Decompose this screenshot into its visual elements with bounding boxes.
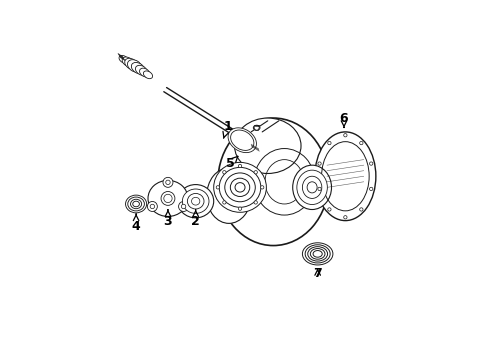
Circle shape xyxy=(238,207,242,210)
Ellipse shape xyxy=(228,128,256,153)
Ellipse shape xyxy=(131,62,145,74)
Circle shape xyxy=(164,194,172,203)
Ellipse shape xyxy=(310,248,325,259)
Ellipse shape xyxy=(297,170,327,204)
Text: 2: 2 xyxy=(191,210,200,229)
Circle shape xyxy=(369,162,373,165)
Ellipse shape xyxy=(133,201,140,207)
Circle shape xyxy=(328,141,331,145)
Ellipse shape xyxy=(148,180,188,216)
Text: 5: 5 xyxy=(226,156,238,170)
Ellipse shape xyxy=(307,182,317,193)
Circle shape xyxy=(360,141,363,145)
Ellipse shape xyxy=(122,57,133,67)
Ellipse shape xyxy=(178,185,214,218)
Ellipse shape xyxy=(235,183,245,192)
Circle shape xyxy=(343,134,347,137)
Circle shape xyxy=(216,186,220,189)
Circle shape xyxy=(178,202,189,211)
Circle shape xyxy=(161,192,175,205)
Circle shape xyxy=(328,208,331,211)
Ellipse shape xyxy=(144,71,152,79)
Circle shape xyxy=(261,186,264,189)
Ellipse shape xyxy=(236,134,249,146)
Ellipse shape xyxy=(214,162,267,212)
Ellipse shape xyxy=(207,168,251,223)
Circle shape xyxy=(343,216,347,219)
Text: 6: 6 xyxy=(340,112,348,127)
Text: 7: 7 xyxy=(313,267,322,280)
Text: 4: 4 xyxy=(132,214,141,233)
Circle shape xyxy=(166,180,170,185)
Text: 1: 1 xyxy=(223,120,232,138)
Circle shape xyxy=(254,201,257,204)
Ellipse shape xyxy=(231,130,254,150)
Ellipse shape xyxy=(293,165,332,210)
Ellipse shape xyxy=(187,193,204,209)
Ellipse shape xyxy=(135,65,147,76)
Circle shape xyxy=(147,202,157,211)
Ellipse shape xyxy=(315,132,376,221)
Ellipse shape xyxy=(225,173,255,202)
Ellipse shape xyxy=(125,195,147,213)
Ellipse shape xyxy=(230,178,250,197)
Circle shape xyxy=(181,204,186,209)
Ellipse shape xyxy=(192,197,200,205)
Ellipse shape xyxy=(127,60,142,72)
Ellipse shape xyxy=(308,247,327,261)
Ellipse shape xyxy=(238,136,247,144)
Circle shape xyxy=(222,171,226,174)
Circle shape xyxy=(318,187,321,190)
Circle shape xyxy=(254,171,257,174)
Ellipse shape xyxy=(240,138,245,143)
Ellipse shape xyxy=(302,176,322,198)
Ellipse shape xyxy=(119,55,128,63)
Ellipse shape xyxy=(235,118,301,174)
Circle shape xyxy=(163,177,173,187)
Ellipse shape xyxy=(305,245,330,263)
Circle shape xyxy=(238,164,242,168)
Ellipse shape xyxy=(313,251,322,257)
Text: 3: 3 xyxy=(164,210,172,229)
Circle shape xyxy=(318,162,321,165)
Circle shape xyxy=(150,204,154,209)
Circle shape xyxy=(222,201,226,204)
Ellipse shape xyxy=(125,58,138,70)
Ellipse shape xyxy=(182,189,209,213)
Ellipse shape xyxy=(302,243,333,265)
Ellipse shape xyxy=(128,197,145,211)
Ellipse shape xyxy=(140,68,150,77)
Ellipse shape xyxy=(253,125,260,130)
Ellipse shape xyxy=(218,118,329,246)
Ellipse shape xyxy=(233,132,251,148)
Circle shape xyxy=(360,208,363,211)
Ellipse shape xyxy=(130,199,142,209)
Circle shape xyxy=(369,187,373,190)
Ellipse shape xyxy=(219,167,261,207)
